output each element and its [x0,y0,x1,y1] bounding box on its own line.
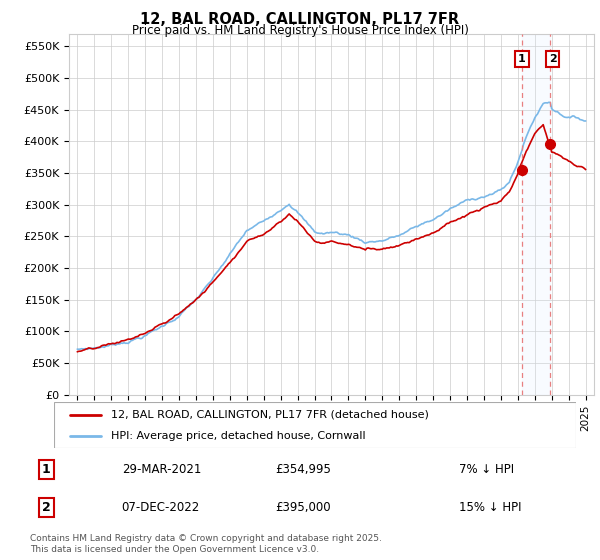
Text: 1: 1 [42,463,50,476]
Text: £354,995: £354,995 [275,463,331,476]
FancyBboxPatch shape [54,402,576,448]
Text: Price paid vs. HM Land Registry's House Price Index (HPI): Price paid vs. HM Land Registry's House … [131,24,469,36]
Text: 15% ↓ HPI: 15% ↓ HPI [459,501,522,514]
Text: 12, BAL ROAD, CALLINGTON, PL17 7FR: 12, BAL ROAD, CALLINGTON, PL17 7FR [140,12,460,27]
Bar [522,34,550,395]
Text: 07-DEC-2022: 07-DEC-2022 [122,501,200,514]
Text: £395,000: £395,000 [275,501,331,514]
Text: 1: 1 [518,54,526,64]
Text: 2: 2 [42,501,50,514]
Text: 2: 2 [549,54,557,64]
Text: 12, BAL ROAD, CALLINGTON, PL17 7FR (detached house): 12, BAL ROAD, CALLINGTON, PL17 7FR (deta… [112,410,429,420]
Text: Contains HM Land Registry data © Crown copyright and database right 2025.
This d: Contains HM Land Registry data © Crown c… [30,534,382,554]
Text: 29-MAR-2021: 29-MAR-2021 [122,463,201,476]
Text: 7% ↓ HPI: 7% ↓ HPI [459,463,514,476]
Text: HPI: Average price, detached house, Cornwall: HPI: Average price, detached house, Corn… [112,431,366,441]
